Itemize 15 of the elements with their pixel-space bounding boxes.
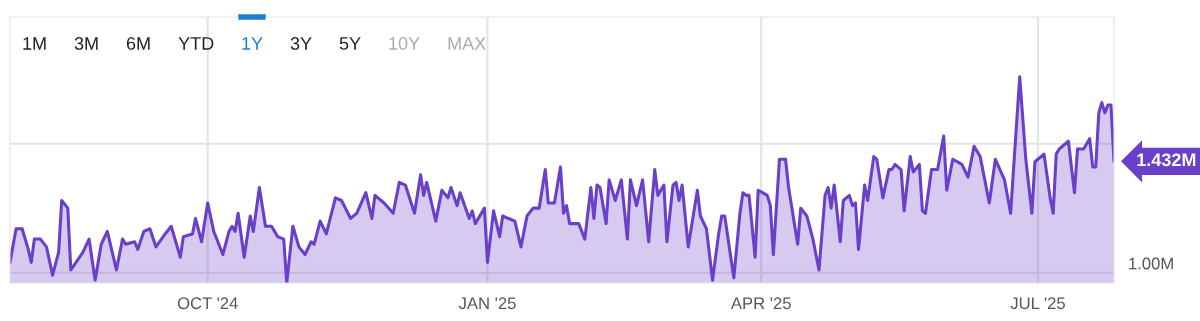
text: MAX bbox=[448, 37, 486, 50]
text: 5Y bbox=[339, 37, 361, 50]
text: 3M bbox=[74, 37, 98, 50]
annotation: 1.432M bbox=[1137, 153, 1196, 167]
x-tick-label: JUL '25 bbox=[1010, 297, 1065, 310]
x-tick-label: OCT '24 bbox=[177, 297, 238, 310]
text: 10Y bbox=[389, 37, 420, 50]
x-tick-label: JAN '25 bbox=[458, 297, 516, 310]
text: 1Y bbox=[242, 37, 263, 50]
text: 1M bbox=[23, 37, 46, 50]
text: 3Y bbox=[290, 37, 312, 50]
text: 6M bbox=[126, 37, 150, 50]
x-tick-label: APR '25 bbox=[730, 297, 791, 310]
text: YTD bbox=[178, 37, 214, 50]
ref-line-label: 1.00M bbox=[1129, 257, 1173, 270]
